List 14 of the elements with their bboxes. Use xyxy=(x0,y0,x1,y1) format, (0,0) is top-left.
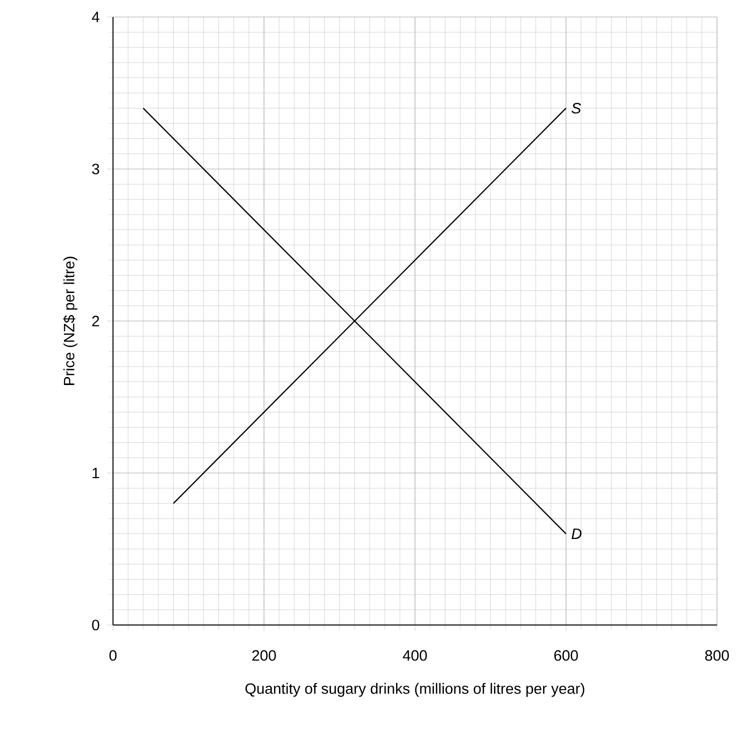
x-axis-title: Quantity of sugary drinks (millions of litres per year) xyxy=(245,682,584,697)
x-tick-label: 600 xyxy=(554,650,578,661)
y-tick-label: 2 xyxy=(92,316,100,326)
y-tick-label: 0 xyxy=(92,620,100,630)
x-tick-label: 800 xyxy=(705,650,729,661)
x-tick-label: 200 xyxy=(252,650,276,661)
series-label: S xyxy=(572,102,581,114)
x-tick-label: 0 xyxy=(109,650,117,661)
x-tick-label: 400 xyxy=(402,650,427,661)
y-tick-label: 3 xyxy=(92,164,100,174)
y-tick-label: 4 xyxy=(92,12,100,22)
y-axis-title: Price (NZ$ per litre) xyxy=(63,256,78,385)
y-tick-label: 1 xyxy=(92,468,100,478)
series-label: D xyxy=(572,528,582,539)
